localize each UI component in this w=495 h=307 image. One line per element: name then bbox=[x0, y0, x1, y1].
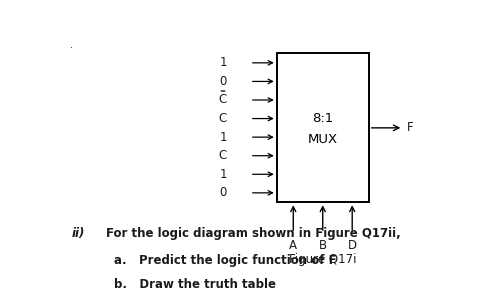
Text: 8:1: 8:1 bbox=[312, 112, 333, 125]
Text: F: F bbox=[407, 121, 414, 134]
Text: C: C bbox=[219, 112, 227, 125]
Text: b.   Draw the truth table: b. Draw the truth table bbox=[114, 278, 276, 291]
Text: 1: 1 bbox=[219, 168, 227, 181]
Text: C: C bbox=[219, 94, 227, 107]
Text: 1: 1 bbox=[219, 131, 227, 144]
Text: Figure Q17i: Figure Q17i bbox=[289, 253, 356, 266]
Text: For the logic diagram shown in Figure Q17ii,: For the logic diagram shown in Figure Q1… bbox=[106, 227, 401, 240]
Text: A: A bbox=[289, 239, 297, 252]
Text: 0: 0 bbox=[219, 186, 227, 199]
Text: 0: 0 bbox=[219, 75, 227, 88]
Bar bbox=[277, 53, 369, 202]
Text: D: D bbox=[347, 239, 357, 252]
Text: .: . bbox=[69, 41, 73, 50]
Text: 1: 1 bbox=[219, 56, 227, 69]
Text: a.   Predict the logic function of F: a. Predict the logic function of F bbox=[114, 254, 336, 267]
Text: B: B bbox=[319, 239, 327, 252]
Text: MUX: MUX bbox=[308, 133, 338, 146]
Text: ii): ii) bbox=[71, 227, 85, 240]
Text: C: C bbox=[219, 149, 227, 162]
